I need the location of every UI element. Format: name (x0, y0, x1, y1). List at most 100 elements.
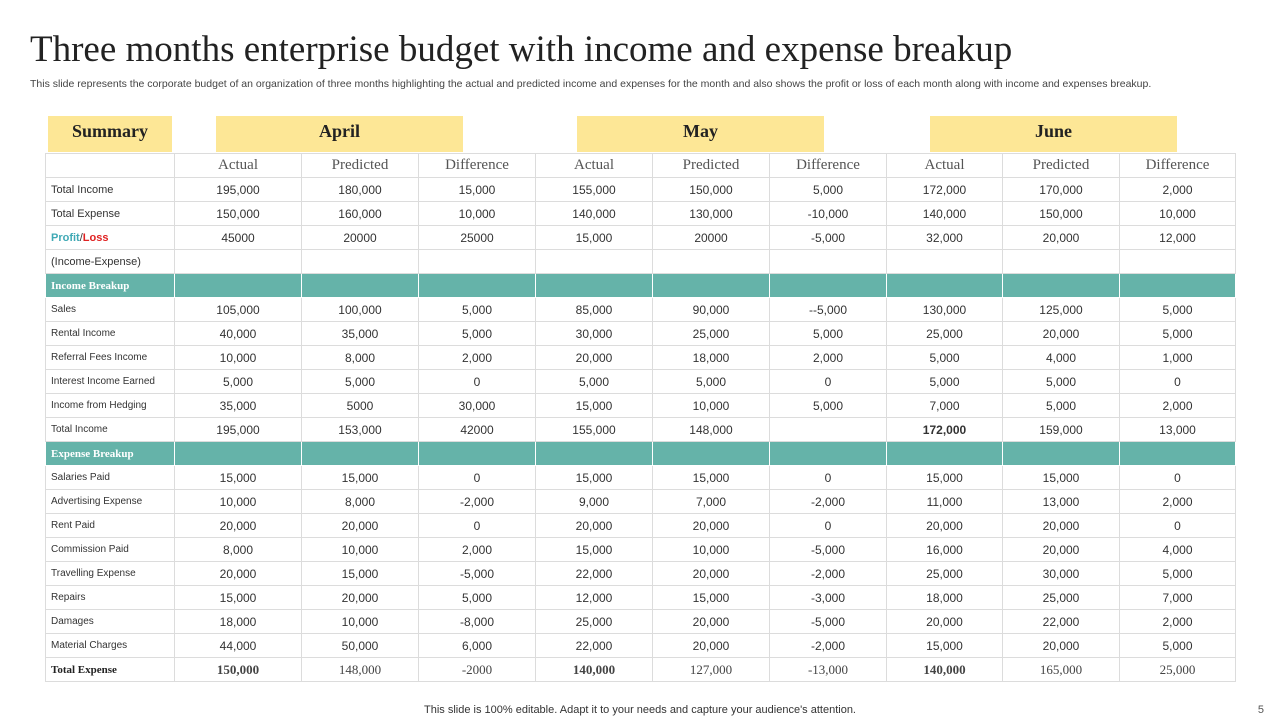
value-cell: 11,000 (886, 489, 1003, 514)
value-cell: -3,000 (769, 585, 887, 610)
expense-row: Travelling Expense 20,000 15,000 -5,000 22,0… (45, 561, 1236, 586)
loss-word: Loss (82, 231, 109, 244)
row-label: Advertising Expense (45, 489, 175, 514)
value-cell: 140,000 (886, 201, 1003, 226)
budget-table: Actual Predicted Difference Actual Predicted… (45, 153, 1236, 682)
value-cell: --5,000 (769, 297, 887, 322)
value-cell: 20,000 (886, 609, 1003, 634)
section-fill-cell (652, 273, 770, 298)
row-label: Damages (45, 609, 175, 634)
value-cell: 25000 (418, 225, 536, 250)
value-cell: 195,000 (174, 417, 302, 442)
page-number: 5 (1257, 704, 1264, 716)
value-cell: 15,000 (301, 561, 419, 586)
value-cell: -13,000 (769, 657, 887, 682)
summary-header: Summary (48, 116, 172, 147)
value-cell: 20,000 (652, 609, 770, 634)
expense-row: Repairs 15,000 20,000 5,000 12,000 15,000 -3,0… (45, 585, 1236, 610)
value-cell: 25,000 (652, 321, 770, 346)
value-cell (1002, 249, 1120, 274)
value-cell: 15,000 (535, 537, 653, 562)
value-cell (301, 249, 419, 274)
value-cell: -2,000 (418, 489, 536, 514)
column-header-row: Actual Predicted Difference Actual Predicted… (45, 153, 1236, 178)
expense-row: Rent Paid 20,000 20,000 0 20,000 20,000 0 20,00… (45, 513, 1236, 538)
row-label: Total Income (45, 177, 175, 202)
section-fill-cell (1119, 273, 1236, 298)
value-cell: 5,000 (769, 393, 887, 418)
value-cell: 20,000 (174, 513, 302, 538)
value-cell: 5,000 (1119, 321, 1236, 346)
value-cell: -2,000 (769, 561, 887, 586)
value-cell: -5,000 (418, 561, 536, 586)
slide-title: Three months enterprise budget with inco… (30, 29, 1013, 70)
row-label: Interest Income Earned (45, 369, 175, 394)
value-cell: 160,000 (301, 201, 419, 226)
value-cell: 35,000 (174, 393, 302, 418)
summary-row: (Income-Expense) (45, 249, 1236, 274)
value-cell: 30,000 (418, 393, 536, 418)
income-row: Referral Fees Income 10,000 8,000 2,000 20,0… (45, 345, 1236, 370)
value-cell: 5,000 (418, 321, 536, 346)
value-cell: 8,000 (174, 537, 302, 562)
value-cell (1119, 249, 1236, 274)
value-cell: 20000 (301, 225, 419, 250)
value-cell: 22,000 (1002, 609, 1120, 634)
section-fill-cell (1119, 441, 1236, 466)
row-label: Salaries Paid (45, 465, 175, 490)
value-cell: 0 (769, 513, 887, 538)
section-fill-cell (769, 441, 887, 466)
value-cell: 0 (1119, 513, 1236, 538)
value-cell: 25,000 (1002, 585, 1120, 610)
value-cell: 165,000 (1002, 657, 1120, 682)
value-cell (652, 249, 770, 274)
profit-word: Profit (51, 231, 80, 244)
value-cell: 7,000 (1119, 585, 1236, 610)
value-cell: 20,000 (301, 513, 419, 538)
value-cell: -8,000 (418, 609, 536, 634)
value-cell: 1,000 (1119, 345, 1236, 370)
value-cell: 105,000 (174, 297, 302, 322)
value-cell: -2,000 (769, 633, 887, 658)
value-cell: 25,000 (1119, 657, 1236, 682)
value-cell: 20,000 (652, 513, 770, 538)
value-cell: 5,000 (652, 369, 770, 394)
value-cell: 18,000 (652, 345, 770, 370)
value-cell: 10,000 (1119, 201, 1236, 226)
section-fill-cell (769, 273, 887, 298)
value-cell: 100,000 (301, 297, 419, 322)
value-cell: 20,000 (1002, 225, 1120, 250)
expense-row: Damages 18,000 10,000 -8,000 25,000 20,000 -5,… (45, 609, 1236, 634)
section-fill-cell (1002, 441, 1120, 466)
value-cell: 20,000 (1002, 321, 1120, 346)
expense-breakup-section: Expense Breakup (45, 441, 1236, 466)
value-cell: 18,000 (174, 609, 302, 634)
value-cell: 20,000 (1002, 633, 1120, 658)
value-cell: 150,000 (174, 657, 302, 682)
summary-row: Profit/Loss 45000 20000 25000 15,000 20000 -5,… (45, 225, 1236, 250)
value-cell: 170,000 (1002, 177, 1120, 202)
value-cell: 5,000 (535, 369, 653, 394)
value-cell: -5,000 (769, 225, 887, 250)
section-fill-cell (535, 441, 653, 466)
value-cell: 22,000 (535, 561, 653, 586)
value-cell: 0 (418, 465, 536, 490)
section-fill-cell (652, 441, 770, 466)
value-cell: 125,000 (1002, 297, 1120, 322)
income-row: Interest Income Earned 5,000 5,000 0 5,000 5,… (45, 369, 1236, 394)
value-cell (174, 249, 302, 274)
value-cell: 5,000 (769, 177, 887, 202)
value-cell: 10,000 (301, 537, 419, 562)
value-cell: 20,000 (886, 513, 1003, 538)
value-cell: 8,000 (301, 345, 419, 370)
value-cell: 0 (769, 369, 887, 394)
value-cell: 148,000 (652, 417, 770, 442)
value-cell: 8,000 (301, 489, 419, 514)
value-cell: 5,000 (174, 369, 302, 394)
value-cell: 9,000 (535, 489, 653, 514)
value-cell: 7,000 (652, 489, 770, 514)
value-cell: 5,000 (1119, 297, 1236, 322)
column-header: Actual (535, 153, 653, 178)
row-label: Total Expense (45, 201, 175, 226)
value-cell: 10,000 (418, 201, 536, 226)
